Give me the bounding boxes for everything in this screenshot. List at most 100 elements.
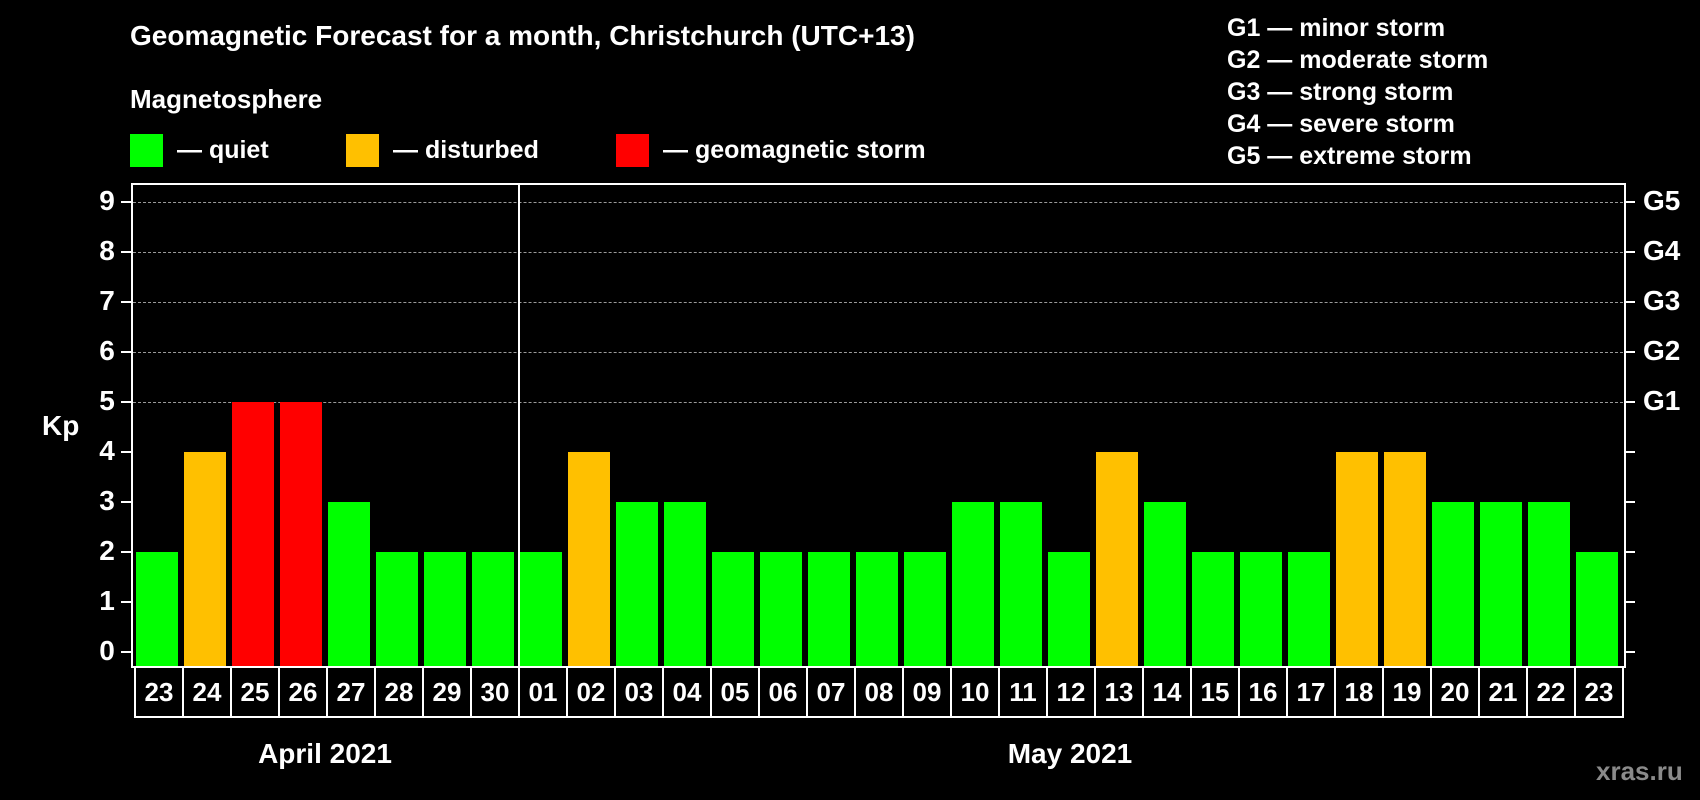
- gridline: [133, 352, 1623, 353]
- y-tick-right: [1624, 451, 1635, 453]
- date-cell: 18: [1334, 668, 1382, 716]
- date-cell: 29: [422, 668, 470, 716]
- y-tick-left: [121, 651, 132, 653]
- y-tick-right: [1624, 651, 1635, 653]
- month-divider: [518, 183, 520, 667]
- y-tick-right: [1624, 501, 1635, 503]
- kp-bar: [808, 552, 850, 666]
- kp-bar: [856, 552, 898, 666]
- date-cell: 21: [1478, 668, 1526, 716]
- date-cell: 15: [1190, 668, 1238, 716]
- date-cell: 25: [230, 668, 278, 716]
- legend-quiet-label: — quiet: [177, 135, 269, 164]
- date-cell: 12: [1046, 668, 1094, 716]
- g4-legend: G4 — severe storm: [1227, 110, 1455, 138]
- g-level-label: G5: [1643, 185, 1681, 216]
- y-tick-right: [1624, 201, 1635, 203]
- kp-bar: [952, 502, 994, 666]
- legend-quiet: — quiet: [130, 133, 269, 167]
- date-cell: 01: [518, 668, 566, 716]
- date-cell: 14: [1142, 668, 1190, 716]
- plot-area: [131, 183, 1626, 668]
- x-axis-line: [131, 666, 1624, 668]
- quiet-swatch: [130, 133, 163, 167]
- date-cell: 17: [1286, 668, 1334, 716]
- kp-bar: [1576, 552, 1618, 666]
- date-cell: 06: [758, 668, 806, 716]
- date-cell: 11: [998, 668, 1046, 716]
- kp-bar: [712, 552, 754, 666]
- g-level-label: G4: [1643, 235, 1681, 266]
- g-level-label: G3: [1643, 285, 1681, 316]
- kp-bar: [760, 552, 802, 666]
- kp-bar: [1240, 552, 1282, 666]
- g-scale-legend: G1 — minor storm G2 — moderate storm G3 …: [1227, 12, 1488, 172]
- kp-bar: [136, 552, 178, 666]
- y-tick-left: [121, 401, 132, 403]
- date-cell: 07: [806, 668, 854, 716]
- kp-bar: [1096, 452, 1138, 666]
- kp-bar: [1000, 502, 1042, 666]
- date-cell: 20: [1430, 668, 1478, 716]
- kp-bar: [1288, 552, 1330, 666]
- y-tick-left: [121, 201, 132, 203]
- y-tick-left: [121, 551, 132, 553]
- y-tick-label: 6: [99, 335, 115, 366]
- date-cell: 10: [950, 668, 998, 716]
- y-tick-label: 7: [99, 285, 115, 316]
- y-tick-left: [121, 351, 132, 353]
- g2-legend: G2 — moderate storm: [1227, 46, 1489, 74]
- y-tick-left: [121, 451, 132, 453]
- date-cell: 26: [278, 668, 326, 716]
- y-tick-right: [1624, 551, 1635, 553]
- y-tick-right: [1624, 401, 1635, 403]
- month-label: May 2021: [1007, 738, 1133, 769]
- date-cell: 19: [1382, 668, 1430, 716]
- date-cell: 24: [182, 668, 230, 716]
- date-cell: 23: [144, 676, 174, 707]
- y-tick-label: 3: [99, 485, 115, 516]
- y-tick-label: 0: [99, 635, 115, 666]
- kp-bar: [1144, 502, 1186, 666]
- y-tick-right: [1624, 301, 1635, 303]
- kp-bar: [1048, 552, 1090, 666]
- y-tick-label: 5: [99, 385, 115, 416]
- legend-storm-label: — geomagnetic storm: [663, 135, 926, 164]
- kp-bar: [376, 552, 418, 666]
- g-level-label: G1: [1643, 385, 1681, 416]
- date-cell: 05: [710, 668, 758, 716]
- kp-bar: [280, 402, 322, 666]
- y-tick-label: 4: [99, 435, 115, 466]
- month-label: April 2021: [258, 738, 392, 769]
- kp-bar: [520, 552, 562, 666]
- y-tick-right: [1624, 251, 1635, 253]
- kp-bar: [1192, 552, 1234, 666]
- kp-bar: [568, 452, 610, 666]
- kp-bar: [232, 402, 274, 666]
- legend-storm: — geomagnetic storm: [616, 133, 926, 167]
- date-row: 23 24 25 26 27 28 29 30 01 02 03 04 05 06 07 08 09 10 11 12…: [134, 668, 1624, 718]
- y-axis-label: Kp: [42, 410, 80, 441]
- kp-bar: [328, 502, 370, 666]
- y-tick-left: [121, 601, 132, 603]
- kp-bar: [1336, 452, 1378, 666]
- chart-title: Geomagnetic Forecast for a month, Christ…: [130, 20, 915, 51]
- y-tick-right: [1624, 601, 1635, 603]
- date-cell: 08: [854, 668, 902, 716]
- date-cell: 04: [662, 668, 710, 716]
- disturbed-swatch: [346, 133, 379, 167]
- date-cell: 13: [1094, 668, 1142, 716]
- gridline: [133, 202, 1623, 203]
- date-cell: 22: [1526, 668, 1574, 716]
- legend-disturbed: — disturbed: [346, 133, 539, 167]
- date-cell: 16: [1238, 668, 1286, 716]
- kp-bar: [1384, 452, 1426, 666]
- date-cell: 03: [614, 668, 662, 716]
- g5-legend: G5 — extreme storm: [1227, 142, 1472, 170]
- date-cell: 09: [902, 668, 950, 716]
- kp-bar: [904, 552, 946, 666]
- g1-legend: G1 — minor storm: [1227, 14, 1446, 42]
- y-tick-label: 9: [99, 185, 115, 216]
- g-level-label: G2: [1643, 335, 1681, 366]
- date-cell: 28: [374, 668, 422, 716]
